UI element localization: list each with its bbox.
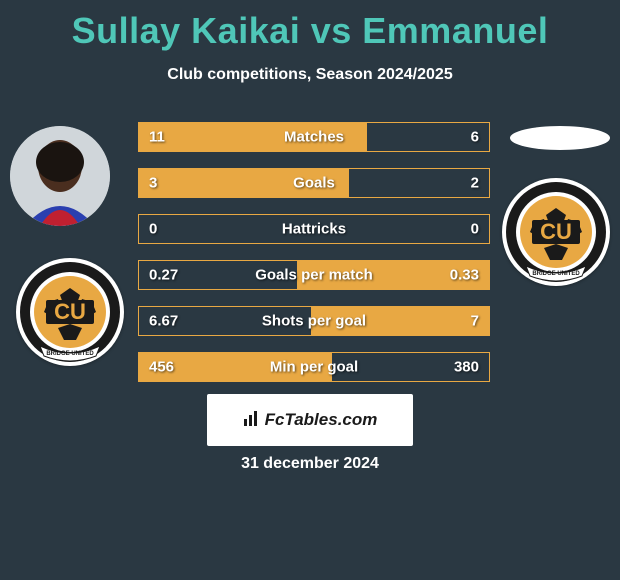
date-text: 31 december 2024	[0, 455, 620, 473]
stat-label: Goals	[139, 175, 489, 192]
player2-avatar	[510, 126, 610, 150]
stat-row: 6.677Shots per goal	[138, 306, 490, 336]
stat-row: 456380Min per goal	[138, 352, 490, 382]
svg-text:CU: CU	[540, 219, 572, 244]
player1-avatar	[10, 126, 110, 226]
stat-label: Min per goal	[139, 359, 489, 376]
stat-rows-container: 116Matches 32Goals 00Hattricks 0.270.33Goal…	[138, 122, 490, 398]
stat-label: Shots per goal	[139, 313, 489, 330]
player1-club-badge: CU BRIDGE UNITED	[16, 258, 124, 366]
svg-text:CU: CU	[54, 299, 86, 324]
brand-footer: FcTables.com	[207, 394, 413, 446]
stat-label: Goals per match	[139, 267, 489, 284]
stat-label: Hattricks	[139, 221, 489, 238]
comparison-title: Sullay Kaikai vs Emmanuel	[0, 0, 620, 52]
stat-row: 32Goals	[138, 168, 490, 198]
stat-row: 116Matches	[138, 122, 490, 152]
stat-row: 00Hattricks	[138, 214, 490, 244]
comparison-subtitle: Club competitions, Season 2024/2025	[0, 66, 620, 84]
player2-club-badge: CU BRIDGE UNITED	[502, 178, 610, 286]
svg-text:BRIDGE UNITED: BRIDGE UNITED	[46, 351, 94, 357]
brand-text: FcTables.com	[265, 410, 378, 430]
chart-icon	[243, 409, 261, 432]
stat-row: 0.270.33Goals per match	[138, 260, 490, 290]
stat-label: Matches	[139, 129, 489, 146]
svg-text:BRIDGE UNITED: BRIDGE UNITED	[532, 271, 580, 277]
